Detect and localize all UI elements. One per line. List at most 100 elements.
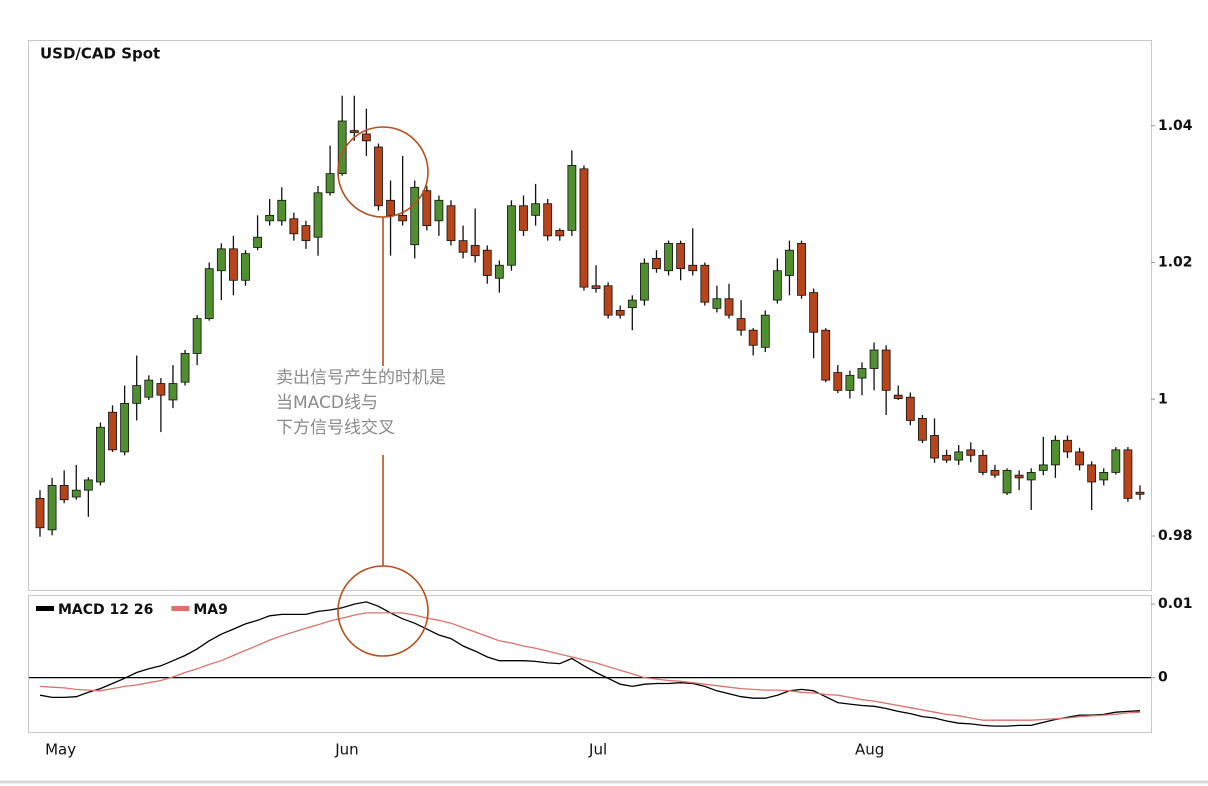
candle-body	[930, 435, 939, 459]
candle-body	[966, 449, 976, 456]
candle-body	[507, 205, 516, 266]
candle-body	[422, 190, 432, 226]
candle-body	[785, 249, 794, 276]
candle-body	[1026, 472, 1036, 481]
candle-body	[216, 248, 226, 272]
candle-body	[313, 192, 323, 238]
candle-body	[241, 253, 250, 281]
macd-line	[39, 601, 1141, 727]
price-panel	[28, 40, 1152, 591]
candle-body	[494, 264, 504, 279]
candle-body	[96, 426, 105, 483]
candle-body	[724, 298, 734, 316]
candle-body	[192, 318, 202, 354]
candle-body	[1002, 469, 1012, 494]
candle-body	[652, 258, 661, 270]
candle-body	[120, 402, 130, 453]
candle-body	[591, 285, 601, 289]
candle-body	[736, 318, 746, 331]
candle-body	[1123, 449, 1133, 499]
candle-body	[712, 298, 722, 309]
x-tick-label: Jul	[588, 741, 607, 759]
candle-body	[748, 329, 758, 346]
candle-body	[676, 242, 686, 270]
y-tick-label: 0.01	[1158, 596, 1193, 612]
candle-body	[1099, 472, 1109, 481]
candle-body	[1075, 451, 1084, 466]
candle-body	[531, 203, 541, 216]
y-tick-label: 0	[1158, 670, 1168, 686]
candle-body	[905, 396, 915, 421]
candle-body	[1063, 439, 1072, 453]
candle-body	[386, 199, 395, 216]
candle-body	[760, 314, 770, 348]
candle-body	[289, 218, 299, 235]
candle-body	[180, 353, 190, 383]
candle-body	[1087, 464, 1097, 483]
candle-body	[615, 309, 625, 316]
candle-body	[349, 130, 359, 134]
candle-body	[1050, 439, 1060, 466]
candle-body	[954, 451, 964, 461]
candle-body	[772, 270, 782, 301]
legend-swatch	[171, 606, 190, 611]
candle-body	[410, 186, 420, 246]
candle-body	[277, 199, 287, 222]
plot-area: 0.98 1 1.02 1.04 0 0.01 May Jun Jul Aug MACD 12 26…	[29, 95, 1193, 759]
y-tick-label: 0.98	[1158, 528, 1193, 544]
x-tick-label: May	[45, 741, 76, 759]
candle-body	[603, 285, 613, 316]
candle-body	[156, 383, 166, 396]
candle-body	[265, 214, 275, 222]
candle-body	[47, 484, 57, 531]
y-tick-label: 1.04	[1158, 118, 1193, 134]
candle-body	[71, 489, 81, 498]
candle-body	[567, 165, 577, 231]
candle-body	[301, 225, 311, 242]
candle-body	[627, 299, 637, 309]
candle-body	[918, 417, 927, 441]
candle-body	[1038, 464, 1048, 471]
candle-body	[253, 236, 262, 248]
candle-body	[857, 368, 867, 379]
annotation: 当MACD线与	[276, 393, 378, 413]
legend-label: MA9	[193, 602, 228, 618]
annotation: 下方信号线交叉	[276, 418, 395, 438]
candle-body	[688, 264, 698, 272]
candle-body	[639, 262, 649, 301]
candle-body	[978, 454, 988, 473]
macd-panel	[28, 595, 1152, 733]
candle-body	[881, 349, 891, 391]
annotation: 卖出信号产生的时机是	[276, 368, 446, 388]
candle-body	[1014, 474, 1024, 479]
candle-body	[59, 484, 69, 501]
candle-body	[821, 329, 831, 381]
candle-body	[482, 249, 492, 276]
candle-body	[204, 268, 214, 319]
candle-body	[325, 173, 335, 194]
candle-body	[144, 379, 154, 398]
candle-body	[833, 372, 843, 391]
chart-title: USD/CAD Spot	[40, 45, 160, 63]
candle-body	[458, 240, 468, 253]
candle-body	[374, 146, 383, 207]
candle-body	[543, 203, 553, 237]
candle-body	[869, 349, 879, 369]
candle-body	[35, 497, 45, 529]
candle-body	[845, 374, 855, 391]
candle-body	[434, 199, 444, 222]
candle-body	[809, 292, 819, 333]
candle-body	[83, 479, 93, 491]
candle-body	[1111, 449, 1121, 473]
legend-swatch	[36, 606, 54, 611]
candle-body	[132, 385, 142, 404]
candle-body	[700, 264, 710, 303]
y-tick-label: 1	[1158, 391, 1168, 407]
macd-line	[39, 612, 1141, 721]
candle-body	[168, 383, 178, 401]
candle-body	[990, 469, 1000, 476]
candle-body	[942, 454, 951, 461]
legend-label: MACD 12 26	[58, 602, 153, 618]
